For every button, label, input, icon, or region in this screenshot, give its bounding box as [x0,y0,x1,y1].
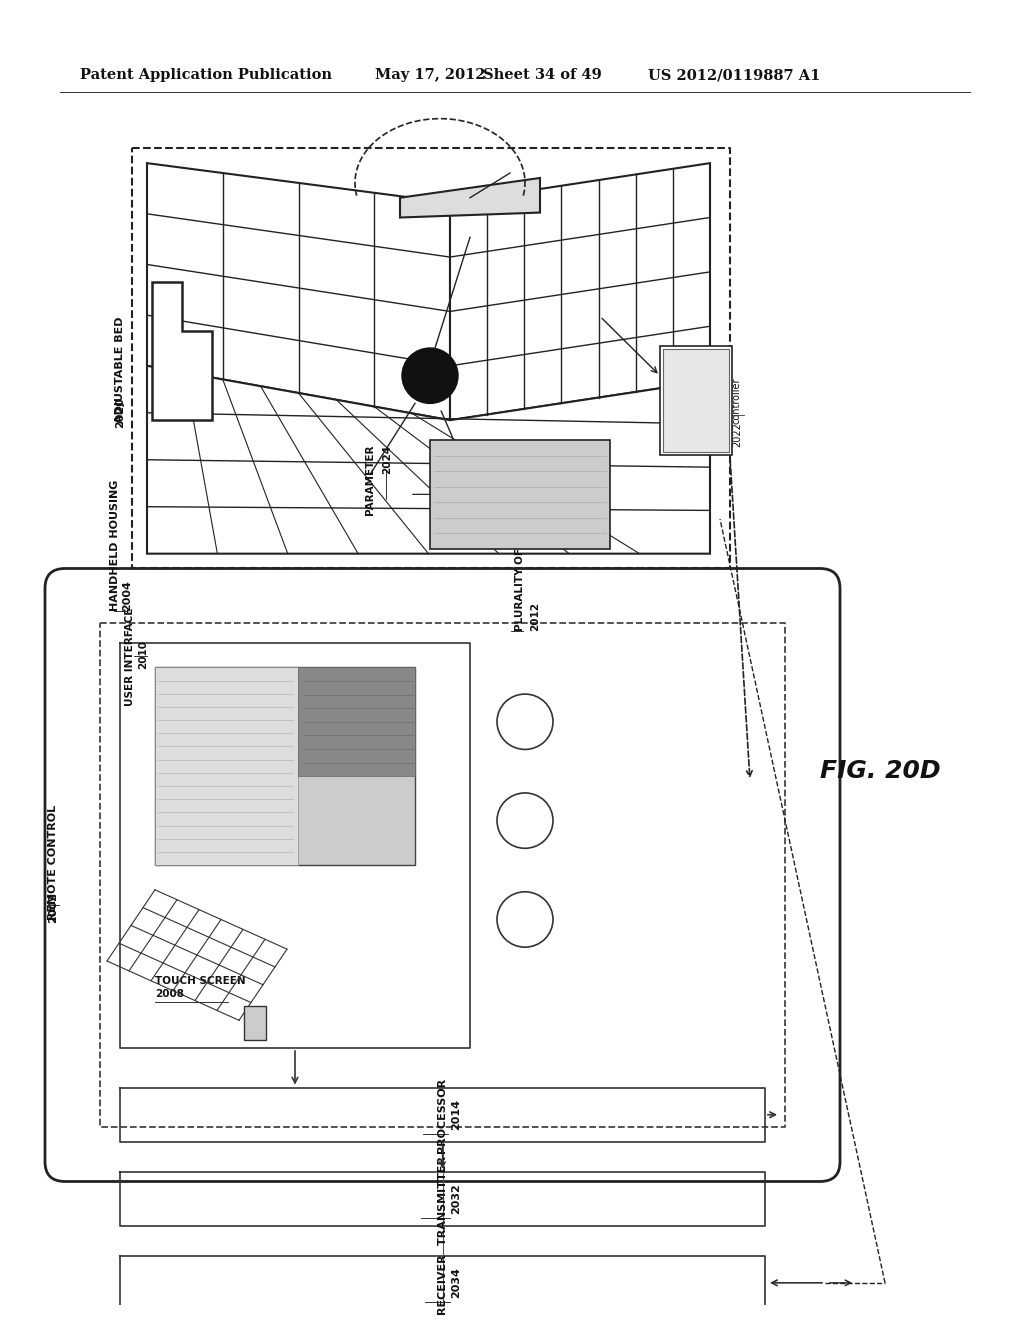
Polygon shape [400,178,540,218]
Text: Sheet 34 of 49: Sheet 34 of 49 [483,69,602,82]
Text: 2002: 2002 [48,892,58,923]
Text: 2032: 2032 [452,1184,462,1214]
Text: USER INTERFACE: USER INTERFACE [125,603,135,705]
Polygon shape [152,281,212,420]
Text: 2008: 2008 [155,989,184,999]
Text: May 17, 2012: May 17, 2012 [375,69,485,82]
Text: controller: controller [732,378,742,424]
Circle shape [497,694,553,750]
Text: RECEIVER: RECEIVER [437,1250,447,1315]
Text: PARAMETER: PARAMETER [365,445,375,515]
Circle shape [402,348,458,404]
Circle shape [497,892,553,948]
Text: 2034: 2034 [452,1267,462,1299]
Text: PROCESSOR: PROCESSOR [437,1076,447,1154]
FancyBboxPatch shape [244,1006,266,1040]
FancyBboxPatch shape [663,348,729,451]
Circle shape [497,793,553,849]
FancyBboxPatch shape [430,440,610,549]
Text: 2020: 2020 [115,397,125,428]
Text: FIG. 20D: FIG. 20D [819,759,940,783]
Polygon shape [147,366,710,553]
FancyBboxPatch shape [155,668,298,865]
Text: 2022: 2022 [732,422,742,447]
Text: PLURALITY OF BUTTONS: PLURALITY OF BUTTONS [515,484,525,631]
Text: TRANSMITTER: TRANSMITTER [437,1152,447,1245]
Text: US 2012/0119887 A1: US 2012/0119887 A1 [648,69,820,82]
Text: 2004: 2004 [122,579,132,611]
FancyBboxPatch shape [45,569,840,1181]
Text: ADJUSTABLE BED: ADJUSTABLE BED [115,313,125,424]
Text: TOUCH SCREEN: TOUCH SCREEN [155,975,249,986]
FancyBboxPatch shape [660,346,732,455]
Text: REMOTE CONTROL: REMOTE CONTROL [48,801,58,920]
Polygon shape [450,164,710,420]
Text: 2010: 2010 [138,640,148,669]
Polygon shape [147,164,450,420]
Text: 2024: 2024 [382,445,392,474]
Text: Patent Application Publication: Patent Application Publication [80,69,332,82]
Text: HANDHELD HOUSING: HANDHELD HOUSING [110,475,120,611]
Text: 2012: 2012 [530,602,540,631]
FancyBboxPatch shape [298,668,415,776]
FancyBboxPatch shape [155,668,415,865]
Text: 2014: 2014 [452,1100,462,1130]
